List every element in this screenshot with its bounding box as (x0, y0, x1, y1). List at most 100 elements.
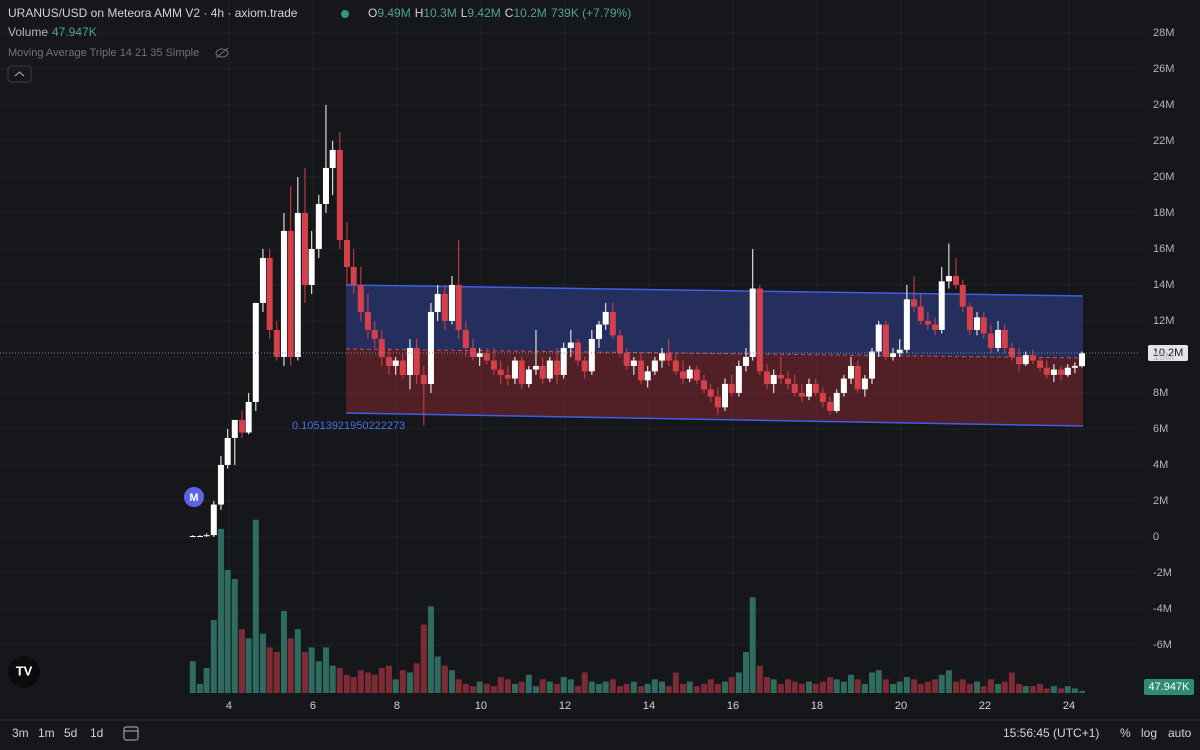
candle-body (238, 419, 245, 433)
candle-body (665, 353, 672, 361)
candle-body (686, 369, 693, 379)
candle-body (1029, 355, 1036, 361)
x-tick-label: 6 (310, 700, 316, 712)
calendar-button[interactable] (123, 726, 139, 741)
candle-body (231, 419, 238, 438)
volume-label: Volume (8, 25, 48, 39)
candle-body (644, 371, 651, 381)
candle-body (511, 360, 518, 379)
candle-body (210, 504, 217, 536)
volume-bar (259, 633, 266, 693)
volume-bar (974, 681, 981, 693)
volume-bar (280, 610, 287, 693)
x-tick-label: 18 (811, 700, 823, 712)
channel-upper-zone (346, 285, 1083, 358)
candle-body (938, 281, 945, 330)
volume-bar (785, 679, 792, 693)
volume-bar (364, 672, 371, 693)
volume-bar (350, 677, 357, 693)
hide-indicator-icon[interactable] (215, 47, 229, 59)
candle-body (1043, 367, 1050, 375)
candle-body (791, 383, 798, 393)
volume-bar (378, 667, 385, 693)
candle-body (266, 257, 273, 330)
candle-body (630, 360, 637, 366)
candle-body (189, 536, 196, 538)
volume-bar (553, 683, 560, 693)
volume-bar (343, 674, 350, 693)
candle-body (364, 311, 371, 330)
scale-button[interactable]: auto (1168, 726, 1192, 740)
candle-body (518, 360, 525, 384)
candle-body (959, 284, 966, 307)
x-tick-label: 8 (394, 700, 400, 712)
timeframe-button[interactable]: 3m (12, 726, 29, 740)
volume-bar (616, 686, 623, 693)
candle-body (1037, 360, 1044, 368)
channel-annotation: 0.10513921950222273 (292, 420, 405, 432)
y-tick-label: 20M (1153, 171, 1174, 183)
logo[interactable] (8, 656, 40, 688)
volume-bar (827, 677, 834, 693)
scale-button[interactable]: % (1120, 726, 1131, 740)
timeframe-button[interactable]: 1m (38, 726, 55, 740)
volume-bar (462, 683, 469, 693)
scale-button[interactable]: log (1141, 726, 1157, 740)
volume-bar (1001, 681, 1008, 693)
candle-body (301, 212, 308, 285)
volume-bar (749, 597, 756, 693)
candle-body (966, 306, 973, 330)
volume-bar (644, 683, 651, 693)
y-tick-label: -2M (1153, 567, 1172, 579)
volume-bar (518, 681, 525, 693)
x-tick-label: 4 (226, 700, 232, 712)
candle-body (854, 365, 861, 390)
timeframe-button[interactable]: 5d (64, 726, 77, 740)
volume-bar (932, 679, 939, 693)
volume-bar (567, 679, 574, 693)
volume-bar (679, 683, 686, 693)
candle-body (1071, 365, 1078, 368)
candle-body (420, 374, 427, 384)
ohlc-key: H (415, 6, 424, 20)
candle-body (434, 293, 441, 312)
volume-bar (651, 679, 658, 693)
ohlc-value: 10.2M (513, 6, 546, 20)
volume-bar (476, 681, 483, 693)
y-tick-label: 14M (1153, 279, 1174, 291)
candle-body (1022, 355, 1029, 365)
last-price-tag (1148, 345, 1188, 361)
ohlc-key: L (461, 6, 468, 20)
candle-body (869, 351, 876, 379)
volume-bar (1029, 686, 1036, 693)
volume-bar (686, 681, 693, 693)
candle-body (785, 378, 792, 384)
volume-bar (869, 672, 876, 693)
candle-body (574, 342, 581, 361)
status-dot (341, 10, 349, 18)
candle-body (974, 317, 981, 330)
collapse-button[interactable] (7, 65, 32, 83)
ohlc-legend: O9.49M H10.3M L9.42M C10.2M 739K (+7.79%) (368, 6, 631, 20)
marker-badge[interactable] (184, 487, 204, 507)
channel-bottom-line (345, 412, 1084, 427)
candle-body (427, 311, 434, 384)
candle-body (651, 360, 658, 372)
volume-bar (637, 686, 644, 693)
x-tick-label: 24 (1063, 700, 1075, 712)
volume-bar (392, 679, 399, 693)
volume-bar (245, 638, 252, 693)
last-price-tag-text: 10.2M (1153, 347, 1184, 359)
timeframe-button[interactable]: 1d (90, 726, 103, 740)
volume-bar (413, 663, 420, 693)
candle-body (637, 360, 644, 381)
candle-body (1079, 353, 1086, 367)
candle-body (932, 324, 939, 330)
y-tick-label: -4M (1153, 603, 1172, 615)
volume-bar (469, 686, 476, 693)
candle-body (742, 356, 749, 366)
candle-body (798, 392, 805, 397)
candle-body (917, 306, 924, 321)
candle-body (259, 257, 266, 303)
volume-bar (911, 679, 918, 693)
